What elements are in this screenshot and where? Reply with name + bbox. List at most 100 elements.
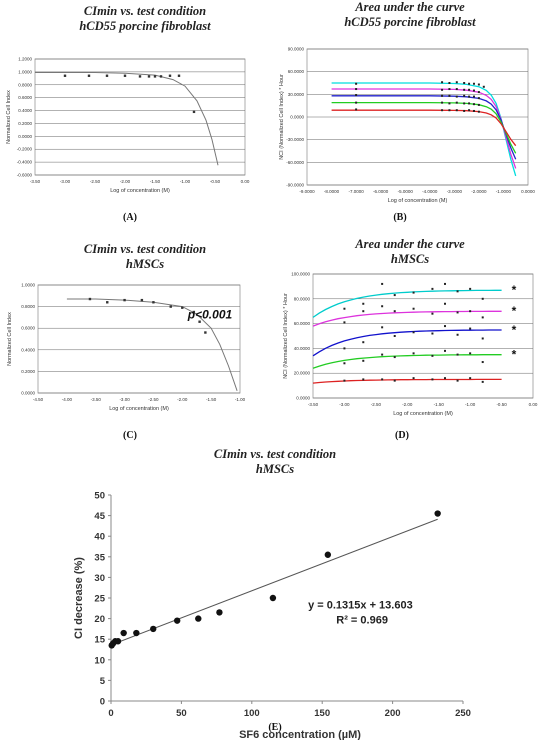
chart-c-y-tick-label: 0.4000 <box>21 347 35 352</box>
chart-b-data-point <box>477 103 480 106</box>
chart-d-data-point <box>456 379 459 382</box>
caption-c: (C) <box>123 430 137 441</box>
chart-b-data-point <box>472 89 475 92</box>
chart-b-data-point <box>448 109 451 112</box>
chart-b-x-tick-label: -8.0000 <box>324 189 340 194</box>
chart-d-data-point <box>412 291 415 294</box>
chart-d-title-block: Area under the curve hMSCs <box>285 237 535 267</box>
chart-c-x-axis-label: Log of concentration (M) <box>109 406 169 412</box>
chart-a-x-tick-label: -3.50 <box>30 179 41 184</box>
chart-c-y-tick-label: 0.8000 <box>21 304 35 309</box>
chart-b-data-point <box>468 102 471 105</box>
chart-c-data-point <box>198 320 201 323</box>
chart-d-x-tick-label: -2.50 <box>371 402 382 407</box>
chart-b-x-tick-label: -7.0000 <box>348 189 364 194</box>
chart-a-fit-curve <box>35 72 219 166</box>
chart-e-data-point <box>133 629 140 637</box>
chart-d-data-point <box>412 377 415 380</box>
chart-d-data-point <box>444 377 446 380</box>
chart-d-data-point <box>343 307 346 310</box>
chart-d-data-point <box>481 316 484 319</box>
chart-c-data-point <box>106 301 109 304</box>
chart-d-data-point <box>469 327 472 330</box>
chart-c-y-axis-label: Normalized Cell Index <box>7 312 13 366</box>
chart-b-data-point <box>463 94 466 97</box>
chart-e-y-tick-label: 45 <box>94 511 105 522</box>
chart-c-fit-curve <box>66 298 238 391</box>
chart-e-equation-label: y = 0.1315x + 13.603 <box>308 599 413 611</box>
chart-d-significance-marker: * <box>512 323 517 337</box>
chart-d-significance-marker: * <box>512 348 517 362</box>
chart-c-x-tick-label: -4.00 <box>62 397 73 402</box>
chart-d-data-point <box>343 347 346 350</box>
chart-e-title-block: CImin vs. test condition hMSCs <box>140 447 410 477</box>
chart-b-data-point <box>355 82 358 85</box>
chart-a-x-tick-label: -2.00 <box>120 179 131 184</box>
chart-a-x-tick-label: -0.50 <box>210 179 221 184</box>
chart-d-data-point <box>393 379 396 382</box>
chart-d-data-point <box>444 282 446 285</box>
chart-a-data-point <box>192 110 196 114</box>
chart-e-data-point <box>173 617 181 624</box>
chart-d-data-point <box>469 287 472 290</box>
chart-b: -90.0000 -60.0000 -30.0000 0.0000 30.0000 60.… <box>279 47 535 205</box>
chart-c-y-tick-label: 0.0000 <box>21 391 35 396</box>
chart-b-data-point <box>455 81 458 84</box>
chart-e-y-tick-label: 25 <box>94 594 105 605</box>
chart-d-data-point <box>431 287 434 290</box>
chart-b-data-point <box>463 102 466 105</box>
chart-d-significance-marker: * <box>512 304 517 318</box>
chart-a-y-tick-label: -0.2000 <box>17 147 33 152</box>
chart-d-data-point <box>456 290 459 293</box>
chart-a-y-tick-label: 0.2000 <box>18 121 32 126</box>
chart-d-title: Area under the curve <box>355 237 465 251</box>
chart-a-data-point <box>138 75 142 78</box>
chart-b-data-point <box>441 109 444 112</box>
chart-e-x-tick-label: 250 <box>455 708 471 719</box>
chart-a-data-point <box>123 74 127 77</box>
chart-b-x-tick-label: -9.0000 <box>299 189 315 194</box>
chart-d-data-point <box>393 335 396 337</box>
chart-b-y-tick-label: -90.0000 <box>286 183 304 188</box>
chart-d-data-point <box>431 378 434 381</box>
chart-a-y-tick-label: -0.6000 <box>17 173 33 178</box>
chart-b-y-tick-label: -30.0000 <box>286 137 304 142</box>
chart-d-data-point <box>481 361 484 364</box>
chart-b-x-tick-label: -6.0000 <box>373 189 389 194</box>
chart-d-data-point <box>381 326 384 329</box>
chart-e-y-tick-label: 50 <box>94 491 105 502</box>
chart-d-x-axis-label: Log of concentration (M) <box>393 411 453 417</box>
chart-b-data-point <box>482 85 485 88</box>
chart-b-title-block: Area under the curve hCD55 porcine fibro… <box>285 0 535 30</box>
chart-b-x-tick-label: -3.0000 <box>447 189 463 194</box>
chart-c-data-point <box>123 298 126 302</box>
chart-d-x-tick-label: 0.00 <box>529 402 538 407</box>
chart-b-x-tick-label: -5.0000 <box>398 189 414 194</box>
chart-c-x-tick-label: -4.50 <box>33 397 44 402</box>
chart-e-y-tick-label: 0 <box>100 697 105 708</box>
chart-e-x-tick-label: 200 <box>385 708 401 719</box>
chart-d-data-point <box>412 352 415 355</box>
chart-c-x-tick-label: -1.00 <box>235 397 246 402</box>
chart-b-data-point <box>472 95 475 98</box>
chart-e-x-tick-label: 0 <box>108 708 113 719</box>
caption-b: (B) <box>393 212 407 223</box>
chart-d-data-point <box>431 312 434 315</box>
chart-b-data-point <box>441 94 444 97</box>
chart-e-data-point <box>120 629 127 637</box>
chart-d-y-tick-label: 40.0000 <box>294 346 311 351</box>
chart-e-data-point <box>216 609 223 616</box>
chart-b-x-tick-label: -4.0000 <box>422 189 438 194</box>
chart-d-data-point <box>362 310 365 313</box>
chart-d-y-tick-label: 60.0000 <box>294 321 311 326</box>
chart-c-x-tick-label: -2.00 <box>177 397 188 402</box>
chart-d-data-point <box>393 356 396 359</box>
chart-a-y-axis-label: Normalized Cell Index <box>6 90 12 144</box>
chart-d-x-tick-label: -3.50 <box>308 402 319 407</box>
chart-a-y-tick-label: 1.0000 <box>18 69 32 74</box>
chart-a-data-point <box>153 75 157 78</box>
chart-d-y-tick-label: 0.0000 <box>296 396 310 401</box>
chart-a-x-tick-label: -1.50 <box>150 179 161 184</box>
chart-c-data-point <box>181 306 184 309</box>
chart-d-plot-area <box>312 273 534 399</box>
